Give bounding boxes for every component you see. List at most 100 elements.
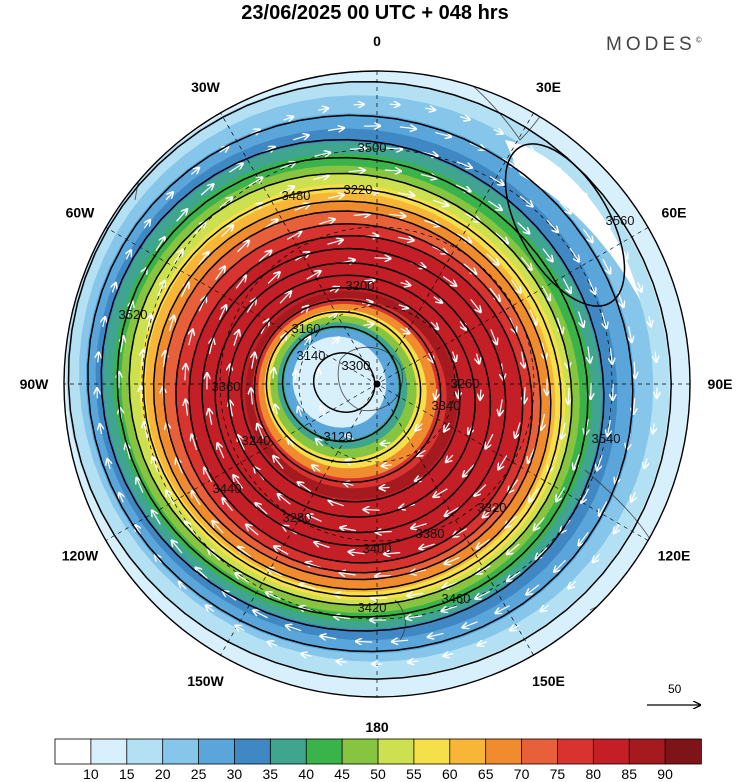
- wind-vector-arrow: [147, 315, 151, 331]
- wind-vector-arrow: [337, 661, 347, 662]
- wind-vector-arrow: [582, 228, 592, 242]
- contour-label: 3140: [297, 348, 326, 363]
- geopotential-contour: [253, 299, 442, 484]
- longitude-label: 180: [365, 719, 389, 735]
- wind-vector-arrow: [153, 457, 159, 473]
- wind-vector-arrow: [100, 424, 102, 435]
- wind-vector-arrow: [179, 582, 187, 590]
- wind-vector-arrow: [463, 621, 478, 628]
- wind-vector-arrow: [318, 108, 328, 110]
- wind-vector-arrow: [487, 200, 501, 210]
- colorbar-swatch: [628, 738, 666, 765]
- wind-vector-arrow: [142, 350, 144, 367]
- colorbar-tick-label: 20: [155, 766, 171, 782]
- wind-vector-arrow: [445, 557, 460, 564]
- wind-vector-arrow: [273, 456, 284, 469]
- colorbar-swatch: [126, 738, 164, 765]
- wind-vector-arrow: [546, 219, 558, 232]
- wind-vector-arrow: [588, 346, 590, 363]
- colorbar-tick-label: 45: [334, 766, 350, 782]
- wind-vector-arrow: [510, 625, 520, 630]
- wind-vector-arrow: [559, 201, 571, 214]
- wind-vector-arrow: [556, 487, 566, 501]
- colorbar-swatch: [449, 738, 487, 765]
- colorbar-tick-label: 85: [621, 766, 637, 782]
- wind-vector-arrow: [313, 175, 328, 179]
- wind-vector-arrow: [317, 369, 319, 379]
- wind-vector-arrow: [246, 525, 259, 536]
- wind-vector-arrow: [328, 312, 338, 317]
- wind-vector-arrow: [425, 108, 435, 110]
- colorbar-tick-label: 80: [586, 766, 602, 782]
- wind-vector-arrow: [561, 422, 565, 439]
- wind-vector-arrow: [155, 237, 165, 252]
- colorbar-swatch: [485, 738, 523, 765]
- contour-label: 3160: [292, 321, 321, 336]
- wind-vector-arrow: [599, 501, 608, 516]
- wind-vector-arrow: [349, 552, 365, 554]
- wind-vector-arrow: [267, 272, 280, 284]
- contour-label: 3420: [358, 600, 387, 615]
- wind-vector-arrow: [424, 219, 439, 226]
- wind-vector-arrow: [529, 487, 539, 501]
- wind-vector-arrow: [235, 276, 246, 289]
- colorbar-swatch: [198, 738, 236, 765]
- wind-vector-arrow: [495, 232, 508, 243]
- geopotential-contour: [128, 172, 573, 606]
- wind-vector-arrow: [638, 281, 642, 291]
- contour-label: 3200: [346, 278, 375, 293]
- geopotential-contour: [152, 200, 552, 591]
- wind-vector-arrow: [340, 528, 357, 531]
- wind-vector-arrow: [238, 435, 245, 451]
- wind-vector-arrow: [435, 389, 437, 399]
- wind-vector-arrow: [400, 283, 411, 286]
- wind-vector-arrow: [98, 353, 99, 363]
- colorbar-swatch: [557, 738, 595, 765]
- colorbar-tick-label: 75: [550, 766, 566, 782]
- wind-vector-arrow: [331, 338, 339, 345]
- colorbar-tick-label: 70: [514, 766, 530, 782]
- wind-vector-arrow: [593, 554, 600, 562]
- contour-label: 3480: [282, 188, 311, 203]
- wind-vector-arrow: [493, 129, 503, 133]
- wind-speed-band: [505, 140, 640, 300]
- wind-vector-arrow: [144, 220, 150, 229]
- geopotential-contour: [87, 114, 634, 653]
- geopotential-contour: [188, 234, 524, 564]
- wind-vector-arrow: [228, 164, 242, 173]
- wind-vector-arrow: [257, 424, 264, 439]
- wind-vector-arrow: [505, 515, 517, 527]
- wind-vector-arrow: [417, 450, 426, 455]
- wind-vector-arrow: [233, 475, 244, 489]
- wind-vector-arrow: [192, 435, 198, 451]
- wind-vector-arrow: [534, 517, 545, 530]
- wind-vector-arrow: [453, 351, 456, 362]
- geopotential-contour: [142, 187, 563, 597]
- wind-vector-arrow: [633, 397, 634, 414]
- wind-vector-arrow: [444, 654, 454, 657]
- wind-vector-arrow: [655, 351, 656, 362]
- wind-vector-arrow: [470, 299, 481, 312]
- wind-vector-arrow: [653, 423, 655, 433]
- wind-vector-arrow: [613, 383, 614, 400]
- geopotential-contour: [201, 247, 507, 547]
- wind-vector-arrow: [382, 465, 392, 466]
- wind-vector-arrow: [507, 543, 520, 554]
- wind-vector-arrow: [463, 464, 475, 477]
- longitude-label: 0: [373, 33, 381, 49]
- wind-vector-arrow: [490, 329, 497, 344]
- wind-vector-arrow: [279, 292, 291, 304]
- wind-vector-arrow: [230, 401, 233, 417]
- geopotential-contour: [240, 286, 461, 503]
- wind-vector-arrow: [443, 581, 459, 588]
- geopotential-contour: [100, 138, 605, 632]
- wind-vector-arrow: [137, 478, 144, 493]
- wind-vector-arrow: [283, 117, 294, 120]
- wind-vector-arrow: [489, 287, 500, 301]
- colorbar-swatch: [341, 738, 379, 765]
- wind-vector-arrow: [554, 559, 566, 571]
- wind-vector-arrow: [406, 616, 423, 619]
- wind-vector-arrow: [329, 501, 344, 507]
- wind-vector-arrow: [610, 347, 612, 364]
- wind-vector-arrow: [321, 636, 337, 639]
